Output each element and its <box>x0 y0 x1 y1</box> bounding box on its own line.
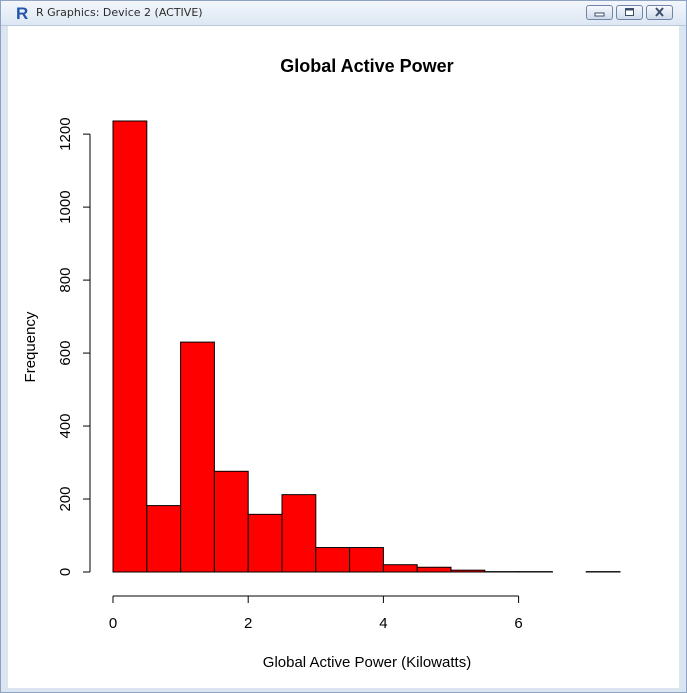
window-title: R Graphics: Device 2 (ACTIVE) <box>36 6 203 19</box>
histogram-bar-4 <box>247 513 283 573</box>
y-tick-label: 200 <box>57 487 74 512</box>
y-tick-label: 600 <box>57 341 74 366</box>
x-axis-label: Global Active Power (Kilowatts) <box>263 654 471 671</box>
title-bar[interactable]: R R Graphics: Device 2 (ACTIVE) <box>1 1 686 26</box>
histogram-bar-6 <box>315 547 351 573</box>
minimize-button[interactable] <box>586 5 613 20</box>
close-button[interactable] <box>646 5 673 20</box>
histogram-bar-9 <box>416 566 452 573</box>
bars-group <box>112 120 621 573</box>
y-tick-label: 800 <box>57 268 74 293</box>
y-tick-label: 400 <box>57 414 74 439</box>
histogram-bar-1 <box>146 505 182 573</box>
r-logo-icon: R <box>16 4 28 21</box>
svg-text:R: R <box>16 4 28 21</box>
histogram-bar-5 <box>281 494 317 573</box>
maximize-button[interactable] <box>616 5 643 20</box>
histogram-bar-8 <box>382 564 418 573</box>
minimize-icon <box>594 12 605 17</box>
histogram-bar-10 <box>450 569 486 573</box>
x-tick-label: 0 <box>109 615 117 632</box>
y-tick-label: 1200 <box>57 117 74 150</box>
y-tick-label: 1000 <box>57 190 74 223</box>
x-tick-label: 4 <box>379 615 387 632</box>
x-tick-label: 2 <box>244 615 252 632</box>
histogram-chart: Global Active Power 0 200 400 600 800 1000 120… <box>22 56 621 671</box>
x-tick-label: 6 <box>514 615 522 632</box>
histogram-bar-3 <box>213 470 249 573</box>
y-tick-label: 0 <box>57 568 74 576</box>
y-axis-label: Frequency <box>22 311 39 382</box>
histogram-bar-7 <box>349 547 384 573</box>
plot-area: Global Active Power 0 200 400 600 800 1000 120… <box>8 26 679 688</box>
maximize-icon <box>625 8 634 16</box>
histogram-bar-2 <box>180 341 215 573</box>
x-axis: 0 2 4 6 <box>109 595 523 632</box>
histogram-bar-0 <box>112 120 148 573</box>
y-axis: 0 200 400 600 800 1000 1200 <box>57 117 91 576</box>
close-icon <box>655 7 664 17</box>
chart-title: Global Active Power <box>280 56 453 76</box>
